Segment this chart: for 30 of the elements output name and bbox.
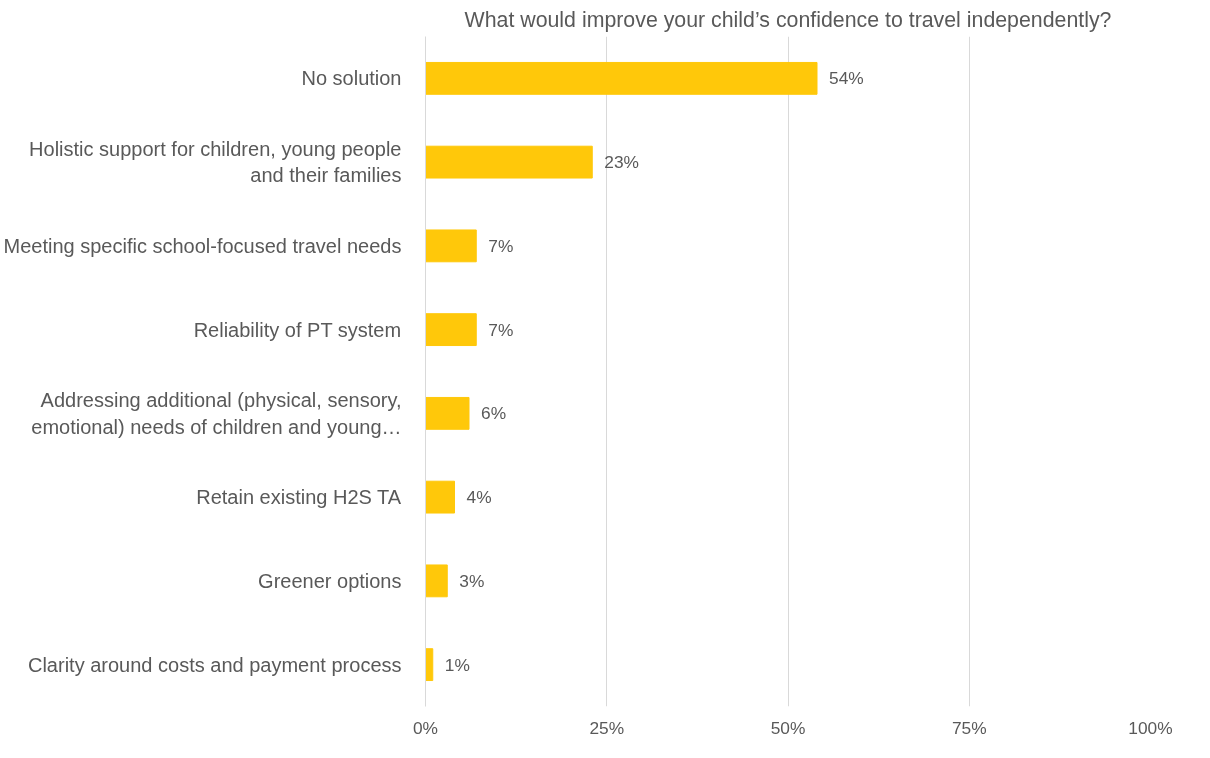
x-tick-label: 75% (951, 717, 987, 738)
data-label: 7% (488, 235, 514, 256)
bar (425, 61, 818, 95)
y-tick-label: Holistic support for children, young people and their families (29, 137, 402, 187)
data-label: 23% (604, 152, 639, 173)
bar (425, 396, 470, 430)
bar (425, 564, 448, 598)
bar (425, 648, 434, 682)
x-tick-label: 0% (412, 717, 439, 738)
data-label: 1% (444, 654, 470, 675)
bar (425, 145, 593, 179)
data-label: 6% (481, 403, 507, 424)
data-label: 3% (459, 570, 485, 591)
bar (425, 313, 477, 347)
data-label: 7% (488, 319, 514, 340)
chart-title: What would improve your child’s confidence to travel independently? (464, 7, 1112, 32)
y-tick-label: Retain existing H2S TA (196, 486, 402, 509)
x-tick-label: 25% (589, 717, 625, 738)
y-tick-label: Reliability of PT system (193, 318, 402, 341)
bar (425, 229, 477, 263)
x-tick-label: 100% (1128, 717, 1173, 738)
data-label: 54% (829, 68, 864, 89)
data-label: 4% (466, 487, 492, 508)
y-tick-label: Greener options (258, 569, 402, 592)
y-tick-label: No solution (301, 67, 402, 90)
x-tick-label: 50% (770, 717, 806, 738)
y-tick-label: Addressing additional (physical, sensory, emotional) needs of children and young… (31, 389, 402, 438)
y-tick-label: Clarity around costs and payment process (27, 653, 402, 676)
y-tick-label: Meeting specific school-focused travel needs (3, 234, 402, 257)
bar (425, 480, 455, 514)
